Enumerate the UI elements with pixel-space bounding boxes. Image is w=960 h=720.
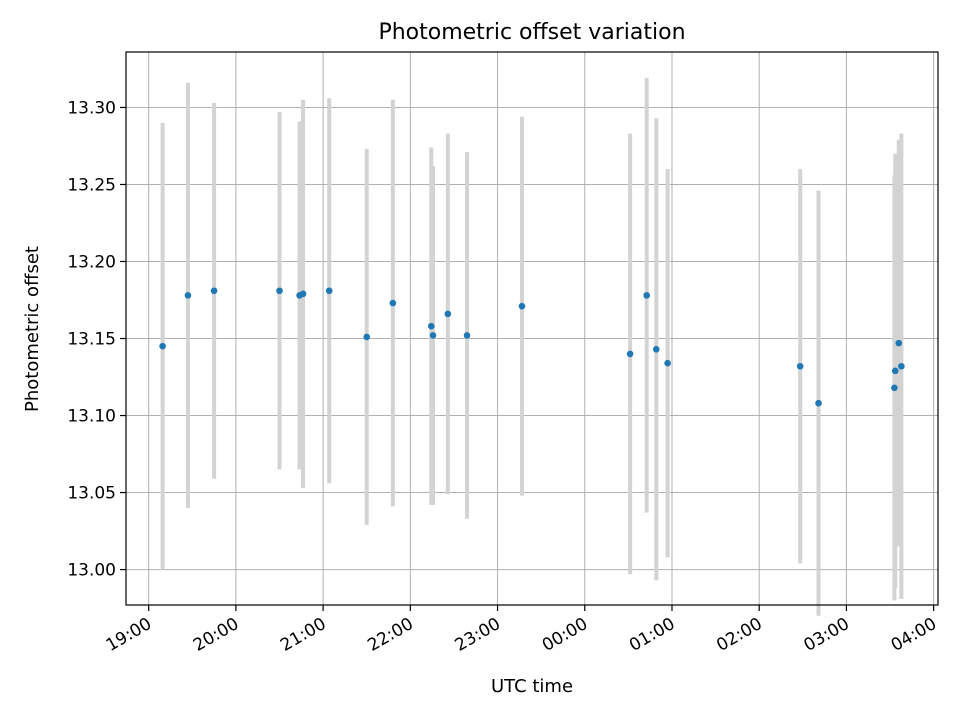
data-point [159,342,166,350]
data-point [643,292,650,299]
data-point [463,332,471,339]
data-point [815,399,822,407]
data-point [652,345,660,353]
data-point [518,302,526,310]
y-tick-label: 13.00 [67,561,116,581]
y-tick-label: 13.05 [67,484,116,504]
y-tick-label: 13.30 [67,98,116,118]
data-point [626,350,634,358]
data-point [184,292,192,299]
data-point [895,339,903,347]
y-tick-label: 13.15 [67,330,116,350]
plot-frame [125,51,939,606]
grid-layer [126,52,938,605]
point-layer [159,287,905,407]
data-point [891,384,898,392]
data-point [325,287,333,295]
data-point [429,332,437,339]
y-tick-label: 13.20 [67,252,116,272]
x-axis-label: UTC time [491,676,573,697]
data-point [427,322,435,330]
chart-title: Photometric offset variation [378,20,685,45]
data-point [389,299,397,307]
y-tick-label: 13.25 [67,175,116,195]
data-point [891,367,899,375]
data-point [210,287,218,295]
data-point [276,287,283,295]
data-point [444,310,452,318]
data-point [664,359,671,367]
data-point [898,362,905,370]
data-point [796,362,804,370]
data-point [363,333,371,341]
y-axis: 13.00 13.05 13.10 13.15 13.20 13.25 13.30 [67,98,126,581]
data-point [299,290,307,298]
y-axis-label: Photometric offset [22,246,43,412]
y-tick-label: 13.10 [67,407,116,427]
